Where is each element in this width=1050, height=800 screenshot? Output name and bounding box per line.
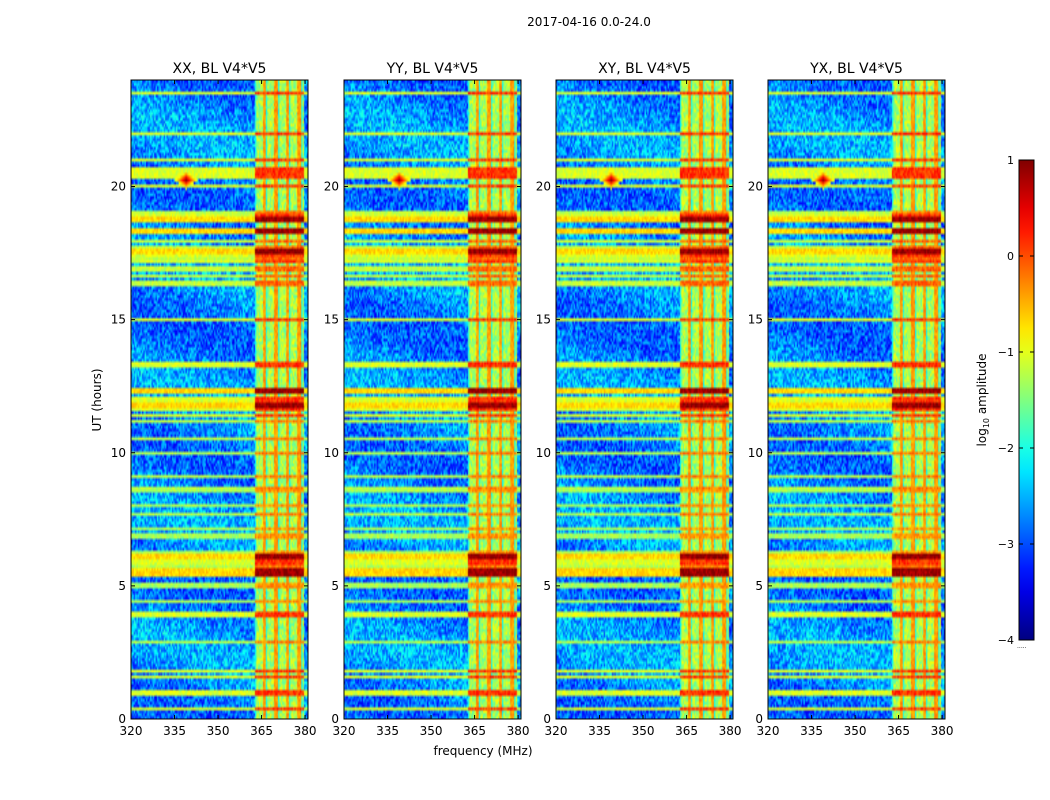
y-tick-label: 20	[324, 180, 339, 194]
panel-title: XY, BL V4*V5	[598, 61, 691, 77]
axes-frame	[767, 79, 946, 720]
panel-title: YY, BL V4*V5	[386, 61, 479, 77]
panel: XX, BL V4*V5 320 335 350 365 380 0 5 10 15 20	[111, 61, 317, 738]
y-tick-label: 5	[543, 579, 551, 593]
x-tick-label: 335	[588, 724, 611, 738]
y-tick-label: 0	[118, 712, 126, 726]
x-tick-label: 320	[545, 724, 568, 738]
colorbar-tick-label: −4	[998, 634, 1014, 647]
panel-title: YX, BL V4*V5	[809, 61, 903, 77]
spectrogram-image	[344, 80, 521, 719]
axes-frame	[343, 79, 522, 720]
y-tick-label: 0	[543, 712, 551, 726]
y-tick-label: 15	[324, 313, 339, 327]
panel: YX, BL V4*V5 320 335 350 365 380 0 5 10 15 20	[748, 61, 954, 738]
x-axis-label: frequency (MHz)	[433, 744, 532, 758]
colorbar-tick-label: −3	[998, 538, 1014, 551]
spectrogram-image	[768, 80, 945, 719]
y-tick-label: 20	[111, 180, 126, 194]
x-tick-label: 365	[463, 724, 486, 738]
x-tick-label: 320	[333, 724, 356, 738]
x-tick-label: 335	[163, 724, 186, 738]
axes-frame	[555, 79, 734, 720]
colorbar-extra: .....	[1017, 643, 1027, 650]
x-tick-label: 350	[844, 724, 867, 738]
y-tick-label: 10	[111, 446, 126, 460]
x-tick-label: 335	[800, 724, 823, 738]
y-tick-label: 15	[748, 313, 763, 327]
colorbar-gradient	[1018, 159, 1035, 641]
y-tick-label: 15	[536, 313, 551, 327]
y-tick-label: 5	[331, 579, 339, 593]
y-tick-label: 0	[331, 712, 339, 726]
x-tick-label: 365	[675, 724, 698, 738]
y-tick-label: 0	[755, 712, 763, 726]
panel: YY, BL V4*V5 320 335 350 365 380 0 5 10 15 20	[324, 61, 530, 738]
axes-frame	[130, 79, 309, 720]
x-tick-label: 320	[120, 724, 143, 738]
x-tick-label: 380	[931, 724, 954, 738]
y-tick-label: 10	[536, 446, 551, 460]
y-tick-label: 20	[536, 180, 551, 194]
colorbar-label: log10 amplitude	[975, 354, 991, 447]
panel-title: XX, BL V4*V5	[173, 61, 267, 77]
y-tick-label: 15	[111, 313, 126, 327]
x-tick-label: 380	[294, 724, 317, 738]
x-tick-label: 380	[719, 724, 742, 738]
colorbar-tick-label: 1	[1007, 154, 1014, 167]
colorbar-label-sub: 10	[982, 418, 991, 428]
panel: XY, BL V4*V5 320 335 350 365 380 0 5 10 15 20	[536, 61, 742, 738]
spectrogram-image	[556, 80, 733, 719]
x-tick-label: 335	[376, 724, 399, 738]
colorbar-label-log: log	[975, 428, 989, 446]
colorbar-tick-label: 0	[1007, 250, 1014, 263]
x-tick-label: 350	[207, 724, 230, 738]
spectrogram-image	[131, 80, 308, 719]
x-tick-label: 320	[757, 724, 780, 738]
colorbar-tick-label: −2	[998, 442, 1014, 455]
y-tick-label: 20	[748, 180, 763, 194]
x-tick-label: 365	[250, 724, 273, 738]
y-tick-label: 5	[118, 579, 126, 593]
y-tick-label: 10	[324, 446, 339, 460]
x-tick-label: 350	[632, 724, 655, 738]
y-axis-label: UT (hours)	[90, 368, 104, 431]
x-tick-label: 380	[507, 724, 530, 738]
figure-title: 2017-04-16 0.0-24.0	[527, 15, 651, 29]
x-tick-label: 365	[887, 724, 910, 738]
colorbar-label-text: amplitude	[975, 354, 989, 418]
colorbar: 1 0 −1 −2 −3 −4	[998, 154, 1035, 647]
x-tick-label: 350	[420, 724, 443, 738]
y-tick-label: 5	[755, 579, 763, 593]
colorbar-tick-label: −1	[998, 346, 1014, 359]
y-tick-label: 10	[748, 446, 763, 460]
